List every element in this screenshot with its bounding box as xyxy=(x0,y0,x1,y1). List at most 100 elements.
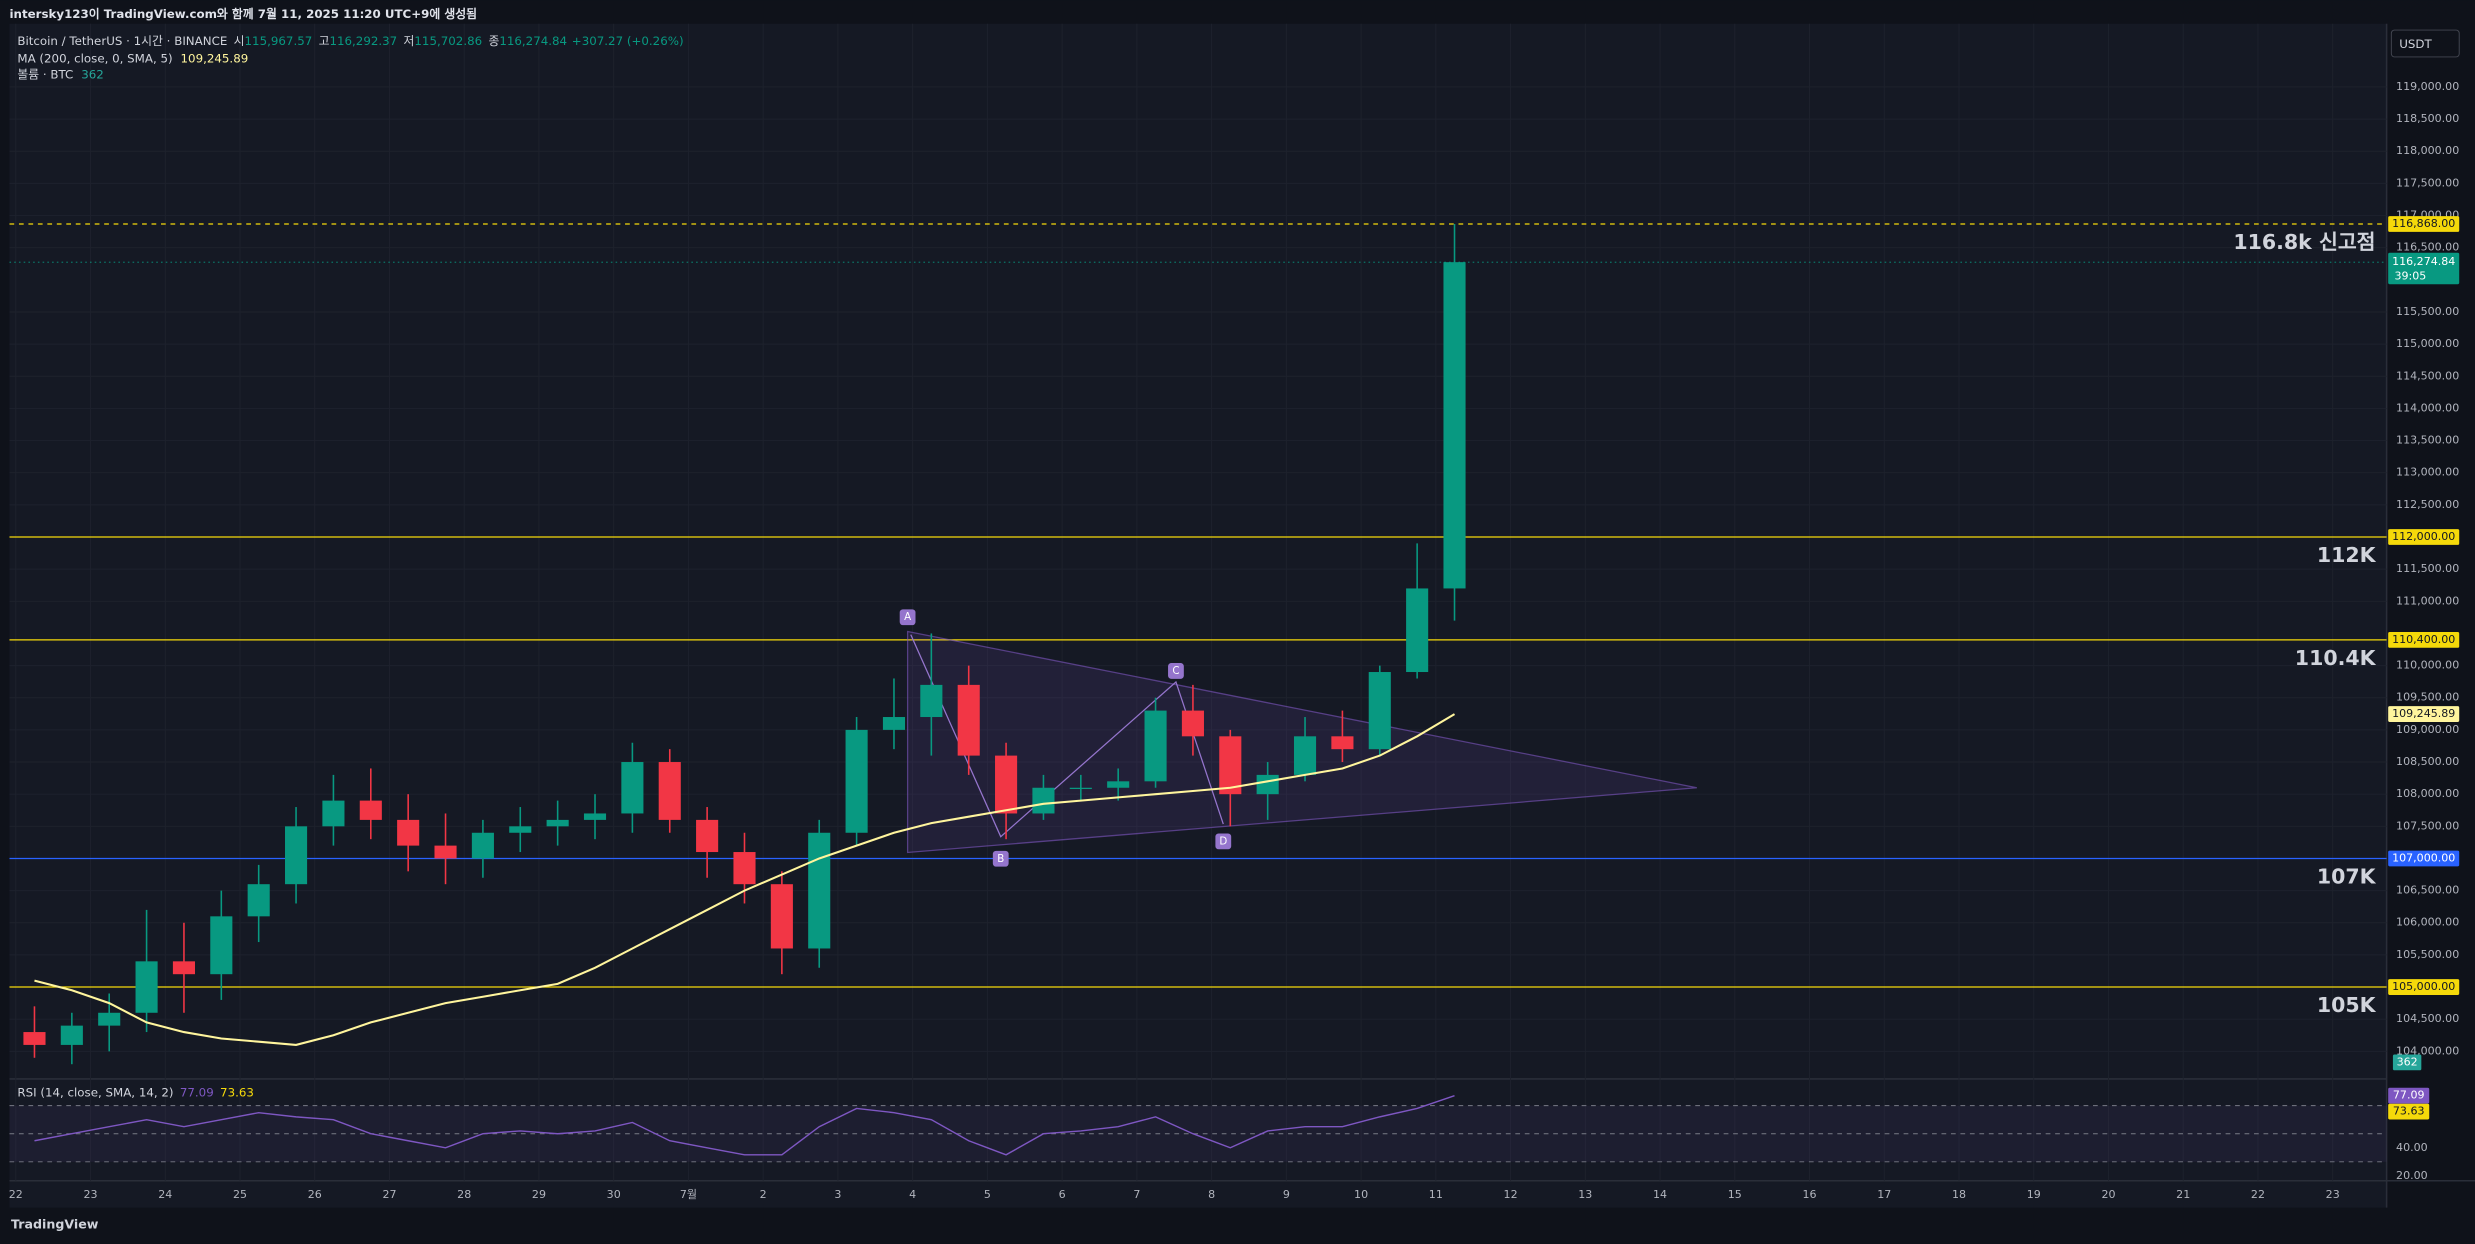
x-tick-label: 15 xyxy=(1728,1188,1742,1201)
rsi-tick-label: 20.00 xyxy=(2396,1169,2428,1182)
candle-body xyxy=(509,826,532,833)
y-tick-label: 115,500.00 xyxy=(2396,305,2459,318)
candle-body xyxy=(98,1012,121,1026)
currency-box[interactable] xyxy=(2390,29,2460,58)
candle-body xyxy=(172,961,195,975)
rsi-badge xyxy=(2388,1087,2430,1104)
x-tick-label: 2 xyxy=(760,1188,767,1201)
level-name: 112K xyxy=(2317,543,2377,567)
y-tick-label: 117,500.00 xyxy=(2396,176,2459,189)
x-tick-label: 8 xyxy=(1208,1188,1215,1201)
ohlc-value: 115,702.86 xyxy=(414,34,482,48)
candle-body xyxy=(1256,774,1279,795)
level-name: 116.8k 신고점 xyxy=(2233,230,2375,254)
x-tick-label: 5 xyxy=(984,1188,991,1201)
y-tick-label: 118,500.00 xyxy=(2396,112,2459,125)
candle-body xyxy=(1144,710,1167,782)
x-tick-label: 7 xyxy=(1133,1188,1140,1201)
candle-body xyxy=(1406,588,1429,673)
y-tick-label: 104,500.00 xyxy=(2396,1012,2459,1025)
legend-rsi: RSI (14, close, SMA, 14, 2) 77.09 73.63 xyxy=(17,1085,254,1099)
candle-body xyxy=(808,832,831,949)
pattern-point-box xyxy=(1168,663,1184,679)
candle-body xyxy=(285,826,308,885)
y-tick-label: 115,000.00 xyxy=(2396,337,2459,350)
rsi-line xyxy=(34,1095,1455,1156)
countdown: 39:05 xyxy=(2394,269,2426,282)
y-tick-label: 109,500.00 xyxy=(2396,691,2459,704)
change: +307.27 (+0.26%) xyxy=(572,34,684,48)
y-tick-label: 104,000.00 xyxy=(2396,1044,2459,1057)
price-axis: 119,000.00 118,500.00 118,000.00 117,500.00… xyxy=(2388,80,2459,1057)
x-tick-label: 9 xyxy=(1283,1188,1290,1201)
level-badge xyxy=(2388,631,2460,648)
x-tick-label: 26 xyxy=(308,1188,322,1201)
candle-body xyxy=(322,800,345,827)
ma-badge-text: 109,245.89 xyxy=(2392,707,2455,720)
volume-value: 362 xyxy=(81,67,104,81)
rsi-badge-text: 73.63 xyxy=(2393,1105,2425,1118)
x-tick-label: 23 xyxy=(2326,1188,2340,1201)
x-tick-label: 21 xyxy=(2176,1188,2190,1201)
x-tick-label: 16 xyxy=(1803,1188,1817,1201)
level-name: 107K xyxy=(2317,864,2377,888)
ohlc-label: 종 xyxy=(488,34,499,48)
last-price-badge xyxy=(2388,252,2460,285)
candle-body xyxy=(1181,710,1204,737)
candles xyxy=(23,224,1466,1065)
level-badge-text: 107,000.00 xyxy=(2392,851,2455,864)
candle-body xyxy=(995,755,1018,814)
x-tick-label: 22 xyxy=(9,1188,23,1201)
y-tick-label: 110,000.00 xyxy=(2396,659,2459,672)
ohlc-label: 시 xyxy=(234,34,245,48)
candle-body xyxy=(1368,672,1391,750)
x-tick-label: 30 xyxy=(607,1188,621,1201)
x-tick-label: 14 xyxy=(1653,1188,1667,1201)
x-tick-label: 19 xyxy=(2027,1188,2041,1201)
candle-body xyxy=(770,884,793,949)
x-tick-label: 22 xyxy=(2251,1188,2265,1201)
level-badge-text: 105,000.00 xyxy=(2392,980,2455,993)
y-tick-label: 114,500.00 xyxy=(2396,369,2459,382)
level-name: 110.4K xyxy=(2295,646,2377,670)
legend-volume: 볼륨 · BTC 362 xyxy=(17,67,103,81)
x-tick-label: 10 xyxy=(1354,1188,1368,1201)
level-badge-text: 116,868.00 xyxy=(2392,217,2455,230)
candle-body xyxy=(621,762,644,814)
x-tick-label: 6 xyxy=(1059,1188,1066,1201)
candle-body xyxy=(1331,736,1354,750)
ohlc-label: 저 xyxy=(404,34,415,48)
symbol: Bitcoin / TetherUS · 1시간 · BINANCE xyxy=(17,34,227,48)
candle-body xyxy=(1107,781,1130,788)
x-tick-label: 11 xyxy=(1429,1188,1443,1201)
legend-symbol: Bitcoin / TetherUS · 1시간 · BINANCE 시115,9… xyxy=(17,34,683,48)
x-tick-label: 23 xyxy=(84,1188,98,1201)
y-tick-label: 119,000.00 xyxy=(2396,80,2459,93)
candle-body xyxy=(920,684,943,718)
y-tick-label: 108,500.00 xyxy=(2396,755,2459,768)
y-tick-label: 109,000.00 xyxy=(2396,723,2459,736)
candle-body xyxy=(583,813,607,820)
y-tick-label: 114,000.00 xyxy=(2396,401,2459,414)
candle-body xyxy=(658,762,681,820)
level-badge-text: 110,400.00 xyxy=(2392,633,2455,646)
ma-badge xyxy=(2388,706,2460,722)
candle-body xyxy=(23,1032,46,1045)
candle-body xyxy=(696,819,719,853)
x-tick-label: 25 xyxy=(233,1188,247,1201)
ohlc-value: 116,292.37 xyxy=(329,34,397,48)
y-tick-label: 113,500.00 xyxy=(2396,434,2459,447)
currency[interactable]: USDT xyxy=(2399,37,2432,51)
candle-body xyxy=(546,819,569,827)
candle-body xyxy=(1443,262,1466,589)
x-tick-label: 12 xyxy=(1504,1188,1518,1201)
level-badge xyxy=(2388,850,2460,867)
x-tick-label: 13 xyxy=(1578,1188,1592,1201)
last-price-text: 116,274.84 xyxy=(2392,255,2455,268)
y-tick-label: 106,000.00 xyxy=(2396,916,2459,929)
candle-body xyxy=(957,684,980,756)
grid xyxy=(9,23,2387,1181)
volume-legend: 볼륨 · BTC xyxy=(17,67,73,81)
x-tick-label: 28 xyxy=(457,1188,471,1201)
pattern-labels: A B C D xyxy=(899,609,1232,867)
